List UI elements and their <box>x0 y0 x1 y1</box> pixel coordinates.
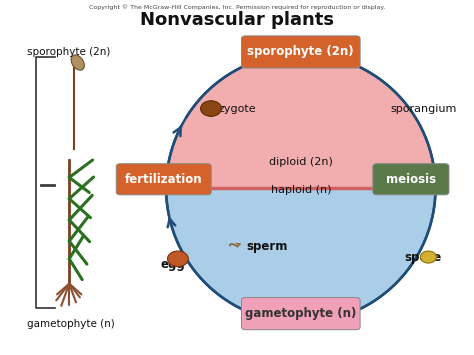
Text: fertilization: fertilization <box>125 173 202 186</box>
FancyBboxPatch shape <box>373 164 449 195</box>
Text: Copyright © The McGraw-Hill Companies, Inc. Permission required for reproduction: Copyright © The McGraw-Hill Companies, I… <box>89 4 385 10</box>
Text: egg: egg <box>161 258 186 271</box>
Text: zygote: zygote <box>218 104 255 114</box>
Circle shape <box>420 251 437 263</box>
FancyBboxPatch shape <box>116 164 211 195</box>
Circle shape <box>167 251 188 267</box>
Text: spore: spore <box>405 251 442 263</box>
Text: sporophyte (2n): sporophyte (2n) <box>247 45 354 59</box>
Polygon shape <box>166 188 436 323</box>
Text: haploid (n): haploid (n) <box>271 185 331 195</box>
Polygon shape <box>166 54 436 188</box>
Ellipse shape <box>71 55 84 70</box>
Text: diploid (2n): diploid (2n) <box>269 157 333 166</box>
Text: sperm: sperm <box>246 240 288 253</box>
Text: sporophyte (2n): sporophyte (2n) <box>27 47 110 57</box>
FancyBboxPatch shape <box>241 36 360 68</box>
Text: Nonvascular plants: Nonvascular plants <box>140 11 334 29</box>
Text: gametophyte (n): gametophyte (n) <box>245 307 356 320</box>
Text: sporangium: sporangium <box>391 104 457 114</box>
FancyBboxPatch shape <box>241 297 360 330</box>
Text: gametophyte (n): gametophyte (n) <box>27 319 114 329</box>
Text: meiosis: meiosis <box>386 173 436 186</box>
Circle shape <box>201 101 221 116</box>
